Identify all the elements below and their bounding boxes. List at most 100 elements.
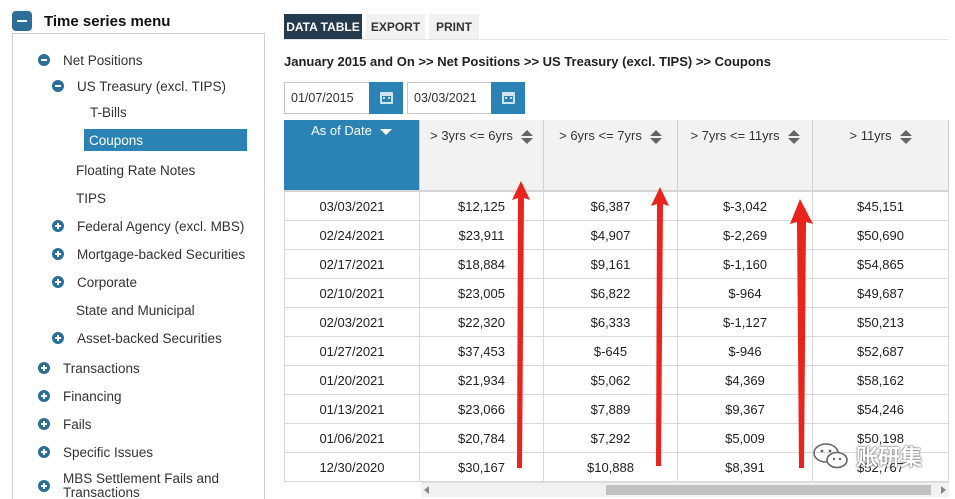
sidebar-item-label: State and Municipal (76, 302, 195, 318)
sidebar-item-floating-rate-notes[interactable]: Floating Rate Notes (76, 160, 195, 180)
sort-icon (899, 129, 912, 144)
collapse-menu-icon[interactable] (12, 11, 32, 31)
scroll-thumb[interactable] (606, 485, 931, 495)
sidebar-item-mbs-settlement[interactable]: MBS Settlement Fails and Transactions (38, 472, 219, 499)
column-header-as-of-date[interactable]: As of Date (284, 120, 420, 190)
date-cell: 01/20/2021 (284, 366, 420, 395)
tab-export[interactable]: EXPORT (366, 14, 425, 39)
sidebar-item-label-line2: Transactions (63, 485, 140, 499)
sidebar-item-asset-backed[interactable]: Asset-backed Securities (52, 328, 222, 348)
column-header-label: > 11yrs (849, 128, 892, 143)
sidebar-item-net-positions[interactable]: Net Positions (38, 50, 143, 70)
value-cell: $23,066 (420, 395, 544, 424)
column-header-11yrs[interactable]: > 11yrs (813, 120, 949, 190)
column-header-content: > 7yrs <= 11yrs (678, 128, 812, 144)
column-header-3-6yrs[interactable]: > 3yrs <= 6yrs (420, 120, 544, 190)
sidebar-item-label: Mortgage-backed Securities (77, 246, 246, 262)
sidebar-item-t-bills[interactable]: T-Bills (90, 102, 127, 122)
sidebar-item-label: Fails (63, 416, 92, 432)
sidebar-item-federal-agency[interactable]: Federal Agency (excl. MBS) (52, 216, 244, 236)
value-cell: $18,884 (420, 250, 544, 279)
sidebar-item-label: TIPS (76, 190, 107, 206)
sidebar-panel (12, 33, 265, 499)
tabs-divider (284, 39, 949, 40)
horizontal-scrollbar[interactable] (421, 482, 949, 497)
start-date-calendar-button[interactable] (369, 82, 403, 114)
tab-data-table[interactable]: DATA TABLE (284, 14, 362, 39)
value-cell: $7,292 (544, 424, 678, 453)
column-header-content: As of Date (284, 123, 419, 138)
breadcrumb: January 2015 and On >> Net Positions >> … (284, 54, 771, 69)
date-cell: 02/03/2021 (284, 308, 420, 337)
value-cell: $8,391 (678, 453, 813, 482)
sidebar-item-label-wrap: MBS Settlement Fails and Transactions (63, 472, 219, 499)
table-row: 03/03/2021 $12,125 $6,387 $-3,042 $45,151 (284, 192, 949, 221)
scroll-right-icon[interactable] (941, 486, 946, 494)
sidebar-item-mortgage-backed[interactable]: Mortgage-backed Securities (52, 244, 245, 264)
table-row: 01/06/2021 $20,784 $7,292 $5,009 $50,198 (284, 424, 949, 453)
value-cell: $-946 (678, 337, 813, 366)
sidebar-item-label: Asset-backed Securities (77, 330, 222, 346)
value-cell: $-645 (544, 337, 678, 366)
column-header-7-11yrs[interactable]: > 7yrs <= 11yrs (678, 120, 813, 190)
sort-icon (520, 129, 533, 144)
column-header-label: > 7yrs <= 11yrs (690, 128, 780, 143)
sidebar-item-specific-issues[interactable]: Specific Issues (38, 442, 153, 462)
watermark: 账研集 (812, 440, 922, 472)
end-date-calendar-button[interactable] (491, 82, 525, 114)
value-cell: $5,062 (544, 366, 678, 395)
column-header-content: > 3yrs <= 6yrs (420, 128, 543, 144)
value-cell: $5,009 (678, 424, 813, 453)
expand-icon (38, 446, 50, 458)
sidebar-item-label: MBS Settlement Fails and (63, 471, 220, 486)
value-cell: $37,453 (420, 337, 544, 366)
end-date-input[interactable]: 03/03/2021 (407, 82, 493, 114)
sidebar-item-fails[interactable]: Fails (38, 414, 92, 434)
date-cell: 01/06/2021 (284, 424, 420, 453)
sidebar-item-state-municipal[interactable]: State and Municipal (76, 300, 195, 320)
column-header-label: > 6yrs <= 7yrs (559, 128, 642, 143)
value-cell: $9,367 (678, 395, 813, 424)
column-header-label: > 3yrs <= 6yrs (430, 128, 513, 143)
sidebar-item-label: Financing (63, 388, 122, 404)
expand-icon (52, 220, 64, 232)
sidebar-item-us-treasury[interactable]: US Treasury (excl. TIPS) (52, 76, 226, 96)
value-cell: $52,767 (813, 453, 949, 482)
value-cell: $54,246 (813, 395, 949, 424)
collapse-icon (52, 80, 64, 92)
column-header-6-7yrs[interactable]: > 6yrs <= 7yrs (544, 120, 678, 190)
sidebar-item-corporate[interactable]: Corporate (52, 272, 137, 292)
header-divider (284, 190, 949, 192)
column-header-content: > 6yrs <= 7yrs (544, 128, 677, 144)
sidebar-item-label: Coupons (89, 132, 144, 148)
table-row: 02/03/2021 $22,320 $6,333 $-1,127 $50,213 (284, 308, 949, 337)
value-cell: $30,167 (420, 453, 544, 482)
value-cell: $6,333 (544, 308, 678, 337)
value-cell: $12,125 (420, 192, 544, 221)
scroll-left-icon[interactable] (424, 486, 429, 494)
sort-desc-icon (379, 128, 392, 135)
sidebar-item-tips[interactable]: TIPS (76, 188, 106, 208)
calendar-icon (501, 92, 515, 104)
expand-icon (52, 248, 64, 260)
start-date-input[interactable]: 01/07/2015 (284, 82, 370, 114)
value-cell: $4,369 (678, 366, 813, 395)
sidebar-item-financing[interactable]: Financing (38, 386, 122, 406)
value-cell: $4,907 (544, 221, 678, 250)
sidebar-item-label: Federal Agency (excl. MBS) (77, 218, 245, 234)
data-table: As of Date > 3yrs <= 6yrs > 6yrs <= 7yrs… (284, 120, 949, 499)
table-row: 01/13/2021 $23,066 $7,889 $9,367 $54,246 (284, 395, 949, 424)
value-cell: $-1,127 (678, 308, 813, 337)
sidebar-item-label: Corporate (77, 274, 138, 290)
menu-header: Time series menu (12, 10, 170, 32)
value-cell: $52,687 (813, 337, 949, 366)
date-cell: 12/30/2020 (284, 453, 420, 482)
sidebar-item-coupons[interactable]: Coupons (84, 129, 247, 151)
value-cell: $50,198 (813, 424, 949, 453)
value-cell: $9,161 (544, 250, 678, 279)
sidebar-item-label: T-Bills (90, 104, 127, 120)
sidebar-item-label: Specific Issues (63, 444, 154, 460)
value-cell: $50,690 (813, 221, 949, 250)
tab-print[interactable]: PRINT (429, 14, 479, 39)
sidebar-item-transactions[interactable]: Transactions (38, 358, 140, 378)
